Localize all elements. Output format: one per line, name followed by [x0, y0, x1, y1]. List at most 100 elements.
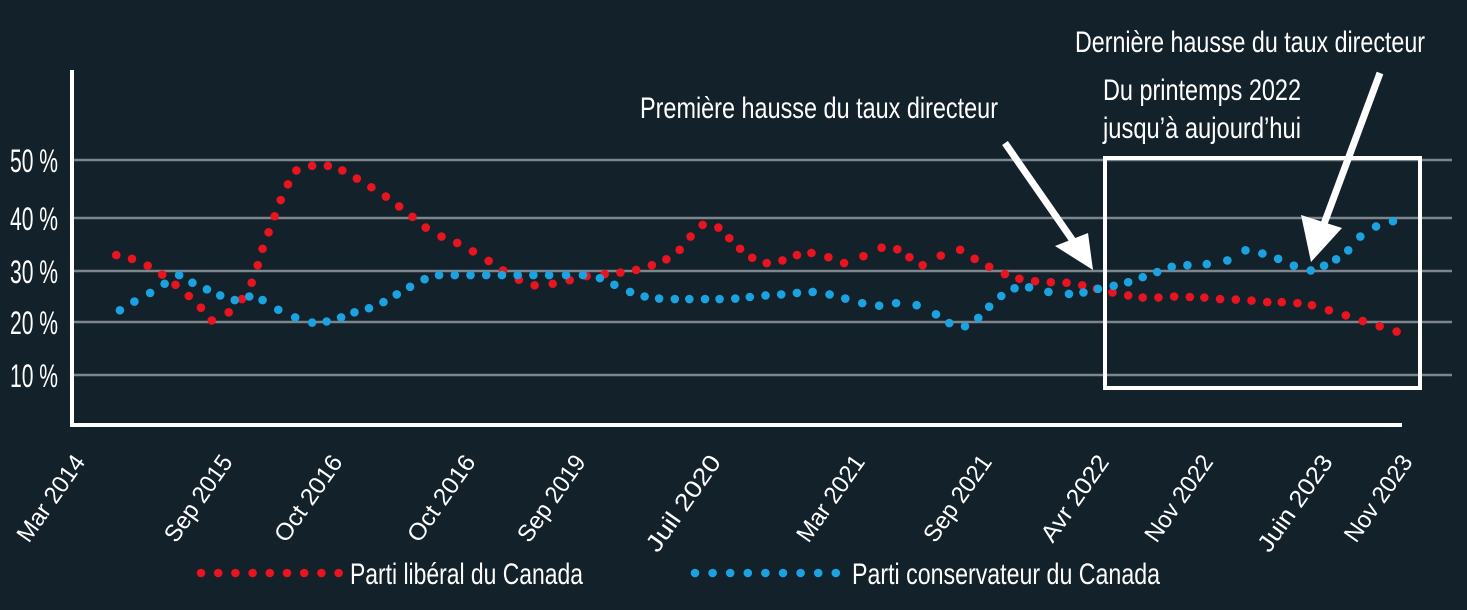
data-point [960, 321, 970, 331]
data-point [735, 244, 745, 254]
data-point [984, 302, 994, 312]
annotation-first-hike: Première hausse du taux directeur [640, 92, 998, 125]
data-point [792, 288, 802, 298]
data-point [662, 255, 671, 264]
data-point [631, 265, 641, 275]
data-point [215, 291, 225, 300]
data-point [918, 260, 927, 270]
data-point [276, 195, 285, 205]
legend-marker-conservative [690, 568, 841, 578]
data-point [1215, 294, 1225, 304]
data-point [224, 308, 234, 317]
data-point [1341, 311, 1351, 320]
data-point [892, 244, 902, 254]
data-point [996, 291, 1006, 301]
legend-dot [778, 568, 788, 578]
data-point [452, 238, 462, 248]
data-point [307, 318, 317, 327]
data-point [497, 270, 507, 280]
data-points [111, 161, 1401, 336]
data-point [1331, 255, 1341, 264]
data-point [1262, 297, 1272, 307]
data-point [808, 287, 817, 297]
y-tick-label: 50 % [10, 143, 58, 179]
legend-dot [317, 568, 326, 578]
data-point [824, 252, 833, 262]
data-point [364, 303, 374, 313]
data-point [1108, 288, 1117, 297]
data-point [1138, 272, 1148, 282]
data-point [825, 290, 834, 299]
data-point [1046, 277, 1056, 287]
data-point [857, 298, 867, 308]
data-point [247, 278, 256, 288]
data-point [1169, 292, 1179, 301]
data-point [1064, 289, 1074, 299]
data-point [434, 270, 444, 280]
data-point [145, 288, 155, 298]
data-point [468, 247, 478, 256]
data-point [392, 290, 402, 299]
data-point [715, 294, 724, 304]
data-point [1388, 216, 1398, 226]
data-point [1358, 316, 1368, 326]
legend-dot [196, 568, 206, 578]
data-point [762, 258, 772, 268]
y-tick-label: 30 % [10, 254, 58, 290]
data-point [936, 251, 946, 260]
data-point [1010, 284, 1019, 293]
data-point [578, 270, 588, 280]
data-point [405, 282, 415, 292]
data-point [338, 166, 347, 175]
data-point [513, 270, 522, 280]
data-point [484, 256, 493, 266]
data-point [258, 244, 267, 254]
legend-dot [334, 568, 343, 578]
data-point [184, 291, 194, 301]
data-point [174, 270, 184, 280]
data-point [1123, 277, 1133, 287]
data-point [970, 254, 979, 264]
data-point [973, 313, 983, 323]
legend-marker-liberal [196, 568, 343, 578]
data-point [1247, 296, 1256, 305]
data-point [130, 297, 139, 306]
data-point [955, 245, 965, 255]
data-point [336, 313, 346, 322]
data-point [1138, 293, 1148, 302]
data-point [730, 294, 740, 303]
data-point [1223, 256, 1232, 265]
legend-dot [690, 568, 700, 578]
data-point [1030, 276, 1040, 286]
data-point [1000, 269, 1010, 279]
data-point [792, 250, 802, 260]
data-point [877, 243, 886, 252]
data-point [1109, 281, 1118, 291]
data-point [670, 294, 680, 304]
legend-dot [743, 568, 753, 578]
data-point [698, 220, 707, 230]
data-point [143, 261, 153, 271]
data-point [350, 308, 359, 317]
legend-dot [831, 568, 841, 578]
data-point [292, 166, 301, 175]
data-point [1152, 267, 1162, 277]
data-point [685, 294, 694, 304]
data-point [1079, 288, 1088, 297]
data-point [1183, 260, 1192, 270]
data-point [1241, 246, 1250, 255]
data-point [548, 279, 558, 289]
legend-dot [813, 568, 823, 578]
data-point [270, 211, 279, 221]
legend-dot [725, 568, 735, 578]
data-point [1154, 293, 1163, 302]
data-point [761, 291, 770, 300]
data-point [944, 318, 954, 328]
data-point [654, 294, 664, 303]
data-point [595, 273, 605, 283]
data-point [196, 303, 206, 313]
series-conservative [115, 216, 1398, 331]
data-point [700, 294, 710, 304]
data-point [253, 260, 263, 270]
